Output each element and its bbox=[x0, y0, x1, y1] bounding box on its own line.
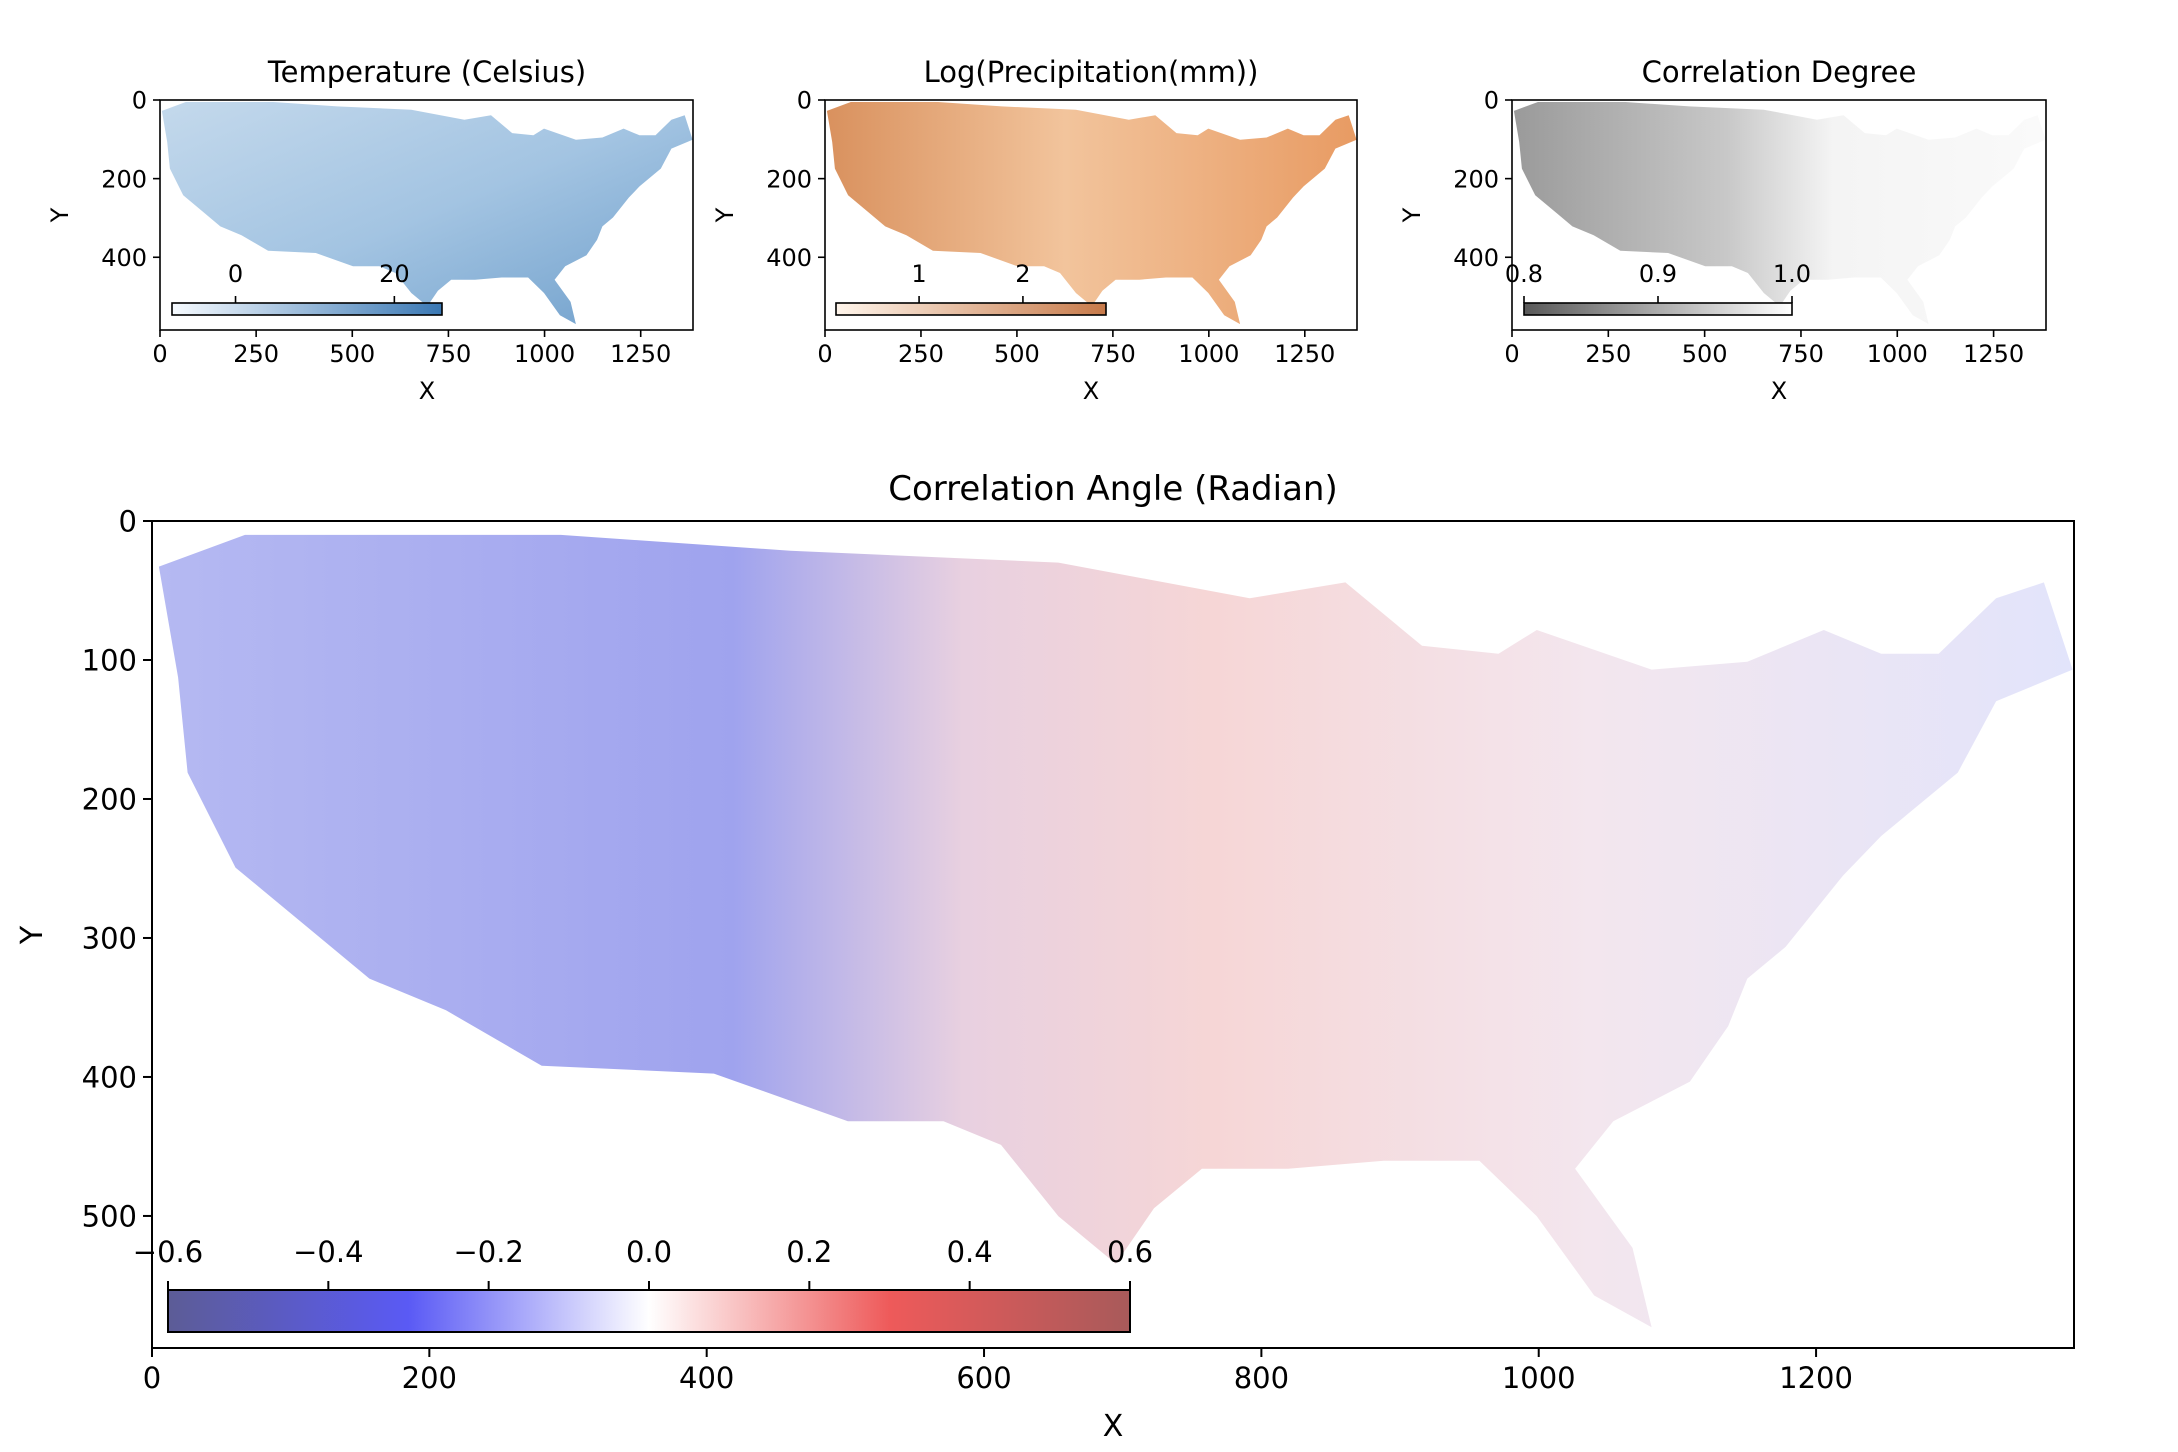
x-axis-label: X bbox=[419, 377, 435, 405]
colorbar-tick-label: 1.0 bbox=[1773, 260, 1811, 288]
y-axis: 0 200 400 bbox=[766, 87, 825, 272]
colorbar-tick-label: 0 bbox=[228, 260, 243, 288]
colorbar-tick-label: −0.6 bbox=[133, 1235, 203, 1269]
y-tick-label: 400 bbox=[82, 1060, 137, 1094]
us-map-shape bbox=[161, 102, 693, 325]
x-tick-label: 0 bbox=[152, 340, 167, 368]
us-map-shape bbox=[158, 534, 2073, 1328]
x-axis: 0 250 500 750 1000 1250 bbox=[817, 330, 1335, 368]
x-tick-label: 250 bbox=[898, 340, 944, 368]
x-axis: 0 200 400 600 800 1000 1200 bbox=[143, 1348, 1853, 1395]
y-axis: 0 200 400 bbox=[101, 87, 160, 272]
x-axis-label: X bbox=[1771, 377, 1787, 405]
x-tick-label: 1200 bbox=[1779, 1361, 1853, 1395]
x-tick-label: 0 bbox=[143, 1361, 161, 1395]
x-tick-label: 1000 bbox=[514, 340, 575, 368]
x-tick-label: 400 bbox=[679, 1361, 734, 1395]
colorbar-bar bbox=[167, 1289, 1131, 1333]
x-tick-label: 250 bbox=[233, 340, 279, 368]
x-tick-label: 500 bbox=[329, 340, 375, 368]
heatmap-map bbox=[1513, 102, 2046, 325]
x-tick-label: 800 bbox=[1234, 1361, 1289, 1395]
colorbar-tick-label: 0.6 bbox=[1107, 1235, 1153, 1269]
y-tick-label: 100 bbox=[82, 643, 137, 677]
y-axis: 0 200 400 bbox=[1453, 87, 1512, 272]
plot-frame bbox=[1511, 99, 2047, 331]
y-tick-label: 0 bbox=[132, 87, 147, 115]
x-tick-label: 250 bbox=[1585, 340, 1631, 368]
y-axis-label: Y bbox=[711, 207, 739, 223]
heatmap-map bbox=[826, 102, 1357, 325]
x-tick-label: 1000 bbox=[1178, 340, 1239, 368]
x-tick-label: 1250 bbox=[1963, 340, 2024, 368]
y-tick-label: 0 bbox=[119, 504, 137, 538]
heatmap-map bbox=[158, 534, 2073, 1328]
colorbar-tick-label: 1 bbox=[911, 260, 926, 288]
x-tick-label: 750 bbox=[1090, 340, 1136, 368]
y-tick-label: 400 bbox=[101, 244, 147, 272]
x-tick-label: 0 bbox=[1504, 340, 1519, 368]
x-axis: 0 250 500 750 1000 1250 bbox=[152, 330, 671, 368]
y-tick-label: 0 bbox=[797, 87, 812, 115]
panel-title: Correlation Degree bbox=[1642, 55, 1917, 89]
colorbar: −0.6 −0.4 −0.2 0.0 0.2 0.4 0.6 bbox=[133, 1235, 1153, 1333]
colorbar-tick-label: 0.9 bbox=[1639, 260, 1677, 288]
colorbar-tick-label: 20 bbox=[379, 260, 410, 288]
plot-frame bbox=[159, 99, 694, 331]
y-tick-label: 200 bbox=[82, 782, 137, 816]
colorbar-bar bbox=[171, 302, 443, 316]
y-tick-label: 200 bbox=[1453, 165, 1499, 193]
x-tick-label: 600 bbox=[956, 1361, 1011, 1395]
panel-precipitation: Log(Precipitation(mm)) 0 250 500 750 1000 125… bbox=[711, 55, 1358, 405]
panel-title: Correlation Angle (Radian) bbox=[888, 469, 1338, 509]
x-tick-label: 1000 bbox=[1867, 340, 1928, 368]
y-tick-label: 200 bbox=[766, 165, 812, 193]
y-axis-label: Y bbox=[46, 207, 74, 223]
colorbar: 0.8 0.9 1.0 bbox=[1505, 260, 1811, 316]
y-tick-label: 400 bbox=[766, 244, 812, 272]
y-tick-label: 500 bbox=[82, 1199, 137, 1233]
colorbar-tick-label: 2 bbox=[1015, 260, 1030, 288]
colorbar-tick-label: 0.4 bbox=[947, 1235, 993, 1269]
y-tick-label: 0 bbox=[1484, 87, 1499, 115]
panel-title: Temperature (Celsius) bbox=[267, 55, 586, 89]
y-tick-label: 400 bbox=[1453, 244, 1499, 272]
colorbar-tick-label: −0.2 bbox=[453, 1235, 523, 1269]
us-map-shape bbox=[826, 102, 1357, 325]
x-tick-label: 1250 bbox=[610, 340, 671, 368]
x-axis-label: X bbox=[1103, 1409, 1124, 1444]
heatmap-map bbox=[161, 102, 693, 325]
x-tick-label: 500 bbox=[994, 340, 1040, 368]
colorbar: 0 20 bbox=[171, 260, 443, 316]
x-axis-label: X bbox=[1083, 377, 1099, 405]
y-axis-label: Y bbox=[15, 925, 50, 945]
colorbar-tick-label: 0.0 bbox=[626, 1235, 672, 1269]
y-tick-label: 300 bbox=[82, 921, 137, 955]
colorbar-tick-label: 0.2 bbox=[786, 1235, 832, 1269]
colorbar-bar bbox=[1523, 302, 1793, 316]
y-tick-label: 200 bbox=[101, 165, 147, 193]
x-tick-label: 500 bbox=[1682, 340, 1728, 368]
panel-correlation-degree: Correlation Degree 0 250 500 750 1000 1250 0 2… bbox=[1398, 55, 2047, 405]
x-tick-label: 1000 bbox=[1502, 1361, 1576, 1395]
colorbar-tick-label: 0.8 bbox=[1505, 260, 1543, 288]
colorbar-bar bbox=[835, 302, 1107, 316]
x-axis: 0 250 500 750 1000 1250 bbox=[1504, 330, 2024, 368]
colorbar-tick-label: −0.4 bbox=[293, 1235, 363, 1269]
panel-correlation-angle: Correlation Angle (Radian) 0 200 400 600 800… bbox=[15, 469, 2075, 1444]
plot-frame bbox=[151, 520, 2075, 1349]
x-tick-label: 200 bbox=[402, 1361, 457, 1395]
x-tick-label: 0 bbox=[817, 340, 832, 368]
panel-temperature: Temperature (Celsius) 0 250 500 750 1000 1250… bbox=[46, 55, 694, 405]
y-axis: 0 100 200 300 400 500 bbox=[82, 504, 152, 1233]
panel-title: Log(Precipitation(mm)) bbox=[924, 55, 1259, 89]
y-axis-label: Y bbox=[1398, 207, 1426, 223]
us-map-shape bbox=[1513, 102, 2046, 325]
x-tick-label: 750 bbox=[426, 340, 472, 368]
plot-frame bbox=[824, 99, 1358, 331]
x-tick-label: 1250 bbox=[1274, 340, 1335, 368]
x-tick-label: 750 bbox=[1778, 340, 1824, 368]
